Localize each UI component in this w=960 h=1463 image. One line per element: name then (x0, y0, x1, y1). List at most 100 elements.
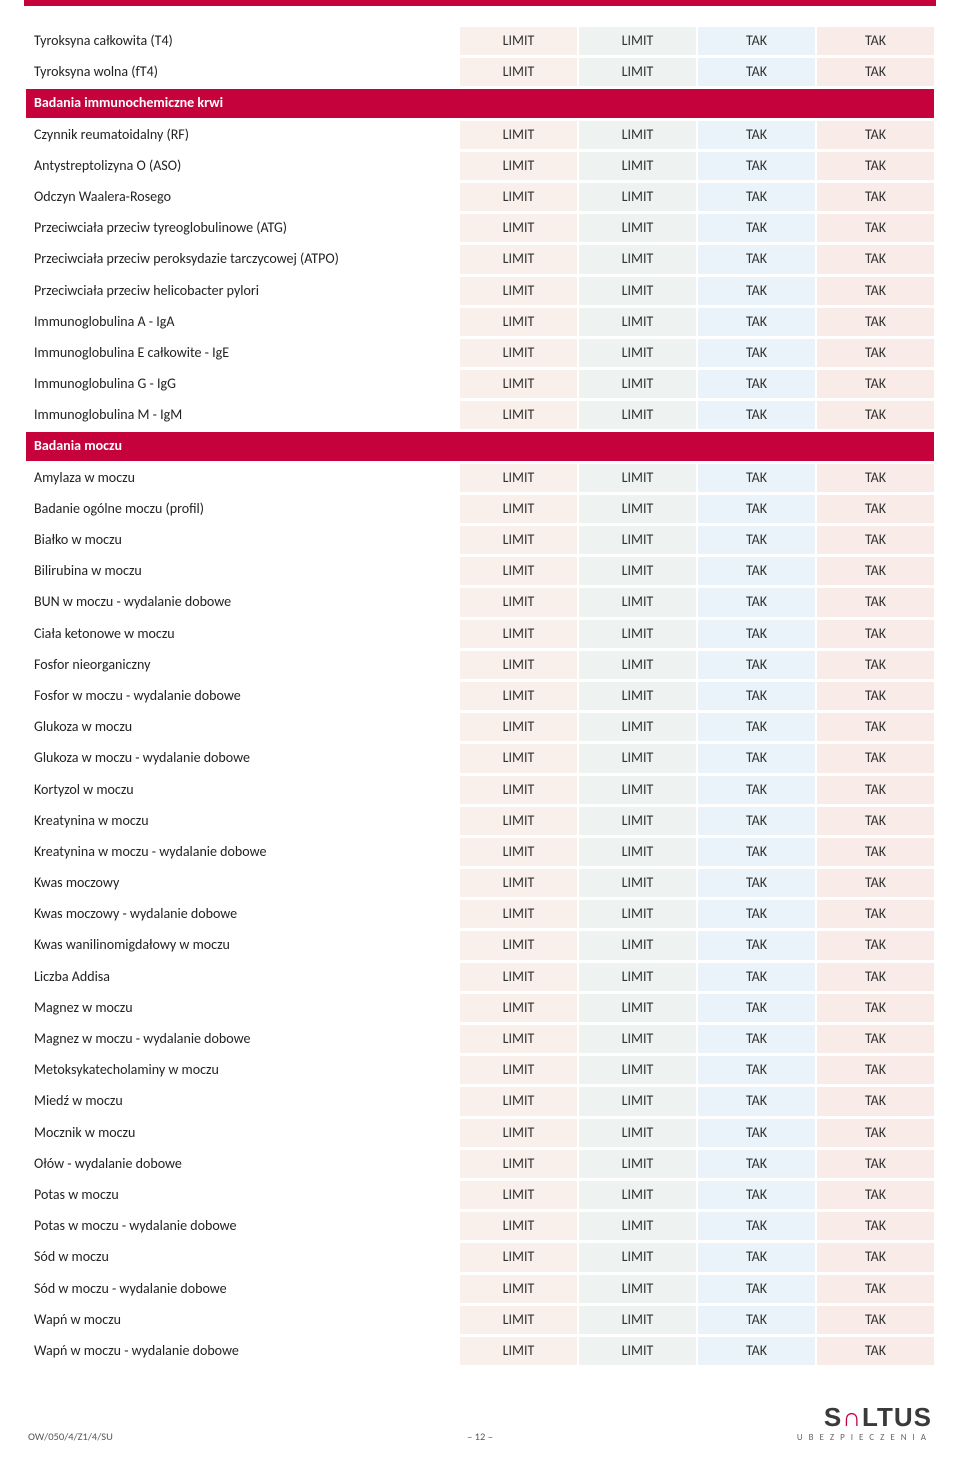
col-2-value: LIMIT (579, 807, 696, 835)
col-3-value: TAK (698, 1275, 815, 1303)
table-row: Immunoglobulina M - IgMLIMITLIMITTAKTAK (26, 401, 934, 429)
col-3-value: TAK (698, 58, 815, 86)
col-2-value: LIMIT (579, 495, 696, 523)
coverage-table: Tyroksyna całkowita (T4)LIMITLIMITTAKTAK… (24, 24, 936, 1368)
col-4-value: TAK (817, 183, 934, 211)
col-3-value: TAK (698, 526, 815, 554)
table-row: Magnez w moczuLIMITLIMITTAKTAK (26, 994, 934, 1022)
col-2-value: LIMIT (579, 1025, 696, 1053)
row-name: Potas w moczu - wydalanie dobowe (26, 1212, 458, 1240)
col-1-value: LIMIT (460, 308, 577, 336)
row-name: Immunoglobulina A - IgA (26, 308, 458, 336)
col-3-value: TAK (698, 214, 815, 242)
col-1-value: LIMIT (460, 183, 577, 211)
table-row: Wapń w moczuLIMITLIMITTAKTAK (26, 1306, 934, 1334)
row-name: Tyroksyna całkowita (T4) (26, 27, 458, 55)
table-row: Wapń w moczu - wydalanie doboweLIMITLIMI… (26, 1337, 934, 1365)
table-row: Kwas moczowyLIMITLIMITTAKTAK (26, 869, 934, 897)
table-row: Immunoglobulina E całkowite - IgELIMITLI… (26, 339, 934, 367)
col-2-value: LIMIT (579, 963, 696, 991)
table-row: Mocznik w moczuLIMITLIMITTAKTAK (26, 1119, 934, 1147)
row-name: Kwas wanilinomigdałowy w moczu (26, 931, 458, 959)
col-4-value: TAK (817, 401, 934, 429)
col-2-value: LIMIT (579, 838, 696, 866)
col-2-value: LIMIT (579, 27, 696, 55)
table-row: Badanie ogólne moczu (profil)LIMITLIMITT… (26, 495, 934, 523)
col-4-value: TAK (817, 370, 934, 398)
col-3-value: TAK (698, 277, 815, 305)
col-4-value: TAK (817, 776, 934, 804)
col-2-value: LIMIT (579, 464, 696, 492)
col-3-value: TAK (698, 1243, 815, 1271)
col-2-value: LIMIT (579, 1087, 696, 1115)
row-name: Potas w moczu (26, 1181, 458, 1209)
row-name: Badanie ogólne moczu (profil) (26, 495, 458, 523)
col-2-value: LIMIT (579, 1056, 696, 1084)
col-4-value: TAK (817, 1306, 934, 1334)
col-3-value: TAK (698, 1337, 815, 1365)
table-row: Sód w moczuLIMITLIMITTAKTAK (26, 1243, 934, 1271)
col-1-value: LIMIT (460, 27, 577, 55)
col-4-value: TAK (817, 1243, 934, 1271)
row-name: Metoksykatecholaminy w moczu (26, 1056, 458, 1084)
table-row: Przeciwciała przeciw peroksydazie tarczy… (26, 245, 934, 273)
col-2-value: LIMIT (579, 58, 696, 86)
table-row: Fosfor w moczu - wydalanie doboweLIMITLI… (26, 682, 934, 710)
row-name: Sód w moczu (26, 1243, 458, 1271)
col-4-value: TAK (817, 1150, 934, 1178)
col-1-value: LIMIT (460, 1181, 577, 1209)
row-name: Glukoza w moczu (26, 713, 458, 741)
col-3-value: TAK (698, 1212, 815, 1240)
col-3-value: TAK (698, 495, 815, 523)
col-2-value: LIMIT (579, 869, 696, 897)
table-row: Białko w moczuLIMITLIMITTAKTAK (26, 526, 934, 554)
col-3-value: TAK (698, 183, 815, 211)
col-2-value: LIMIT (579, 245, 696, 273)
col-2-value: LIMIT (579, 931, 696, 959)
col-1-value: LIMIT (460, 838, 577, 866)
col-2-value: LIMIT (579, 277, 696, 305)
col-1-value: LIMIT (460, 1056, 577, 1084)
col-3-value: TAK (698, 27, 815, 55)
col-4-value: TAK (817, 339, 934, 367)
row-name: Przeciwciała przeciw helicobacter pylori (26, 277, 458, 305)
col-2-value: LIMIT (579, 713, 696, 741)
col-1-value: LIMIT (460, 495, 577, 523)
col-2-value: LIMIT (579, 152, 696, 180)
table-row: Tyroksyna całkowita (T4)LIMITLIMITTAKTAK (26, 27, 934, 55)
col-1-value: LIMIT (460, 963, 577, 991)
row-name: Glukoza w moczu - wydalanie dobowe (26, 744, 458, 772)
row-name: Przeciwciała przeciw tyreoglobulinowe (A… (26, 214, 458, 242)
row-name: Czynnik reumatoidalny (RF) (26, 121, 458, 149)
col-2-value: LIMIT (579, 557, 696, 585)
row-name: Kwas moczowy (26, 869, 458, 897)
col-1-value: LIMIT (460, 588, 577, 616)
col-2-value: LIMIT (579, 588, 696, 616)
col-1-value: LIMIT (460, 1119, 577, 1147)
table-row: Ciała ketonowe w moczuLIMITLIMITTAKTAK (26, 620, 934, 648)
table-row: Czynnik reumatoidalny (RF)LIMITLIMITTAKT… (26, 121, 934, 149)
logo-part-3: LTUS (862, 1402, 932, 1432)
section-header: Badania moczu (26, 432, 934, 460)
col-4-value: TAK (817, 682, 934, 710)
col-2-value: LIMIT (579, 776, 696, 804)
col-3-value: TAK (698, 401, 815, 429)
table-row: Miedź w moczuLIMITLIMITTAKTAK (26, 1087, 934, 1115)
col-3-value: TAK (698, 1181, 815, 1209)
table-row: Fosfor nieorganicznyLIMITLIMITTAKTAK (26, 651, 934, 679)
row-name: Odczyn Waalera-Rosego (26, 183, 458, 211)
table-row: Sód w moczu - wydalanie doboweLIMITLIMIT… (26, 1275, 934, 1303)
page-number: – 12 – (467, 1430, 493, 1443)
col-4-value: TAK (817, 1181, 934, 1209)
col-4-value: TAK (817, 121, 934, 149)
col-4-value: TAK (817, 214, 934, 242)
col-2-value: LIMIT (579, 526, 696, 554)
table-row: Potas w moczu - wydalanie doboweLIMITLIM… (26, 1212, 934, 1240)
col-4-value: TAK (817, 713, 934, 741)
section-header: Badania immunochemiczne krwi (26, 89, 934, 117)
col-1-value: LIMIT (460, 900, 577, 928)
col-4-value: TAK (817, 495, 934, 523)
col-3-value: TAK (698, 963, 815, 991)
col-1-value: LIMIT (460, 994, 577, 1022)
col-1-value: LIMIT (460, 245, 577, 273)
